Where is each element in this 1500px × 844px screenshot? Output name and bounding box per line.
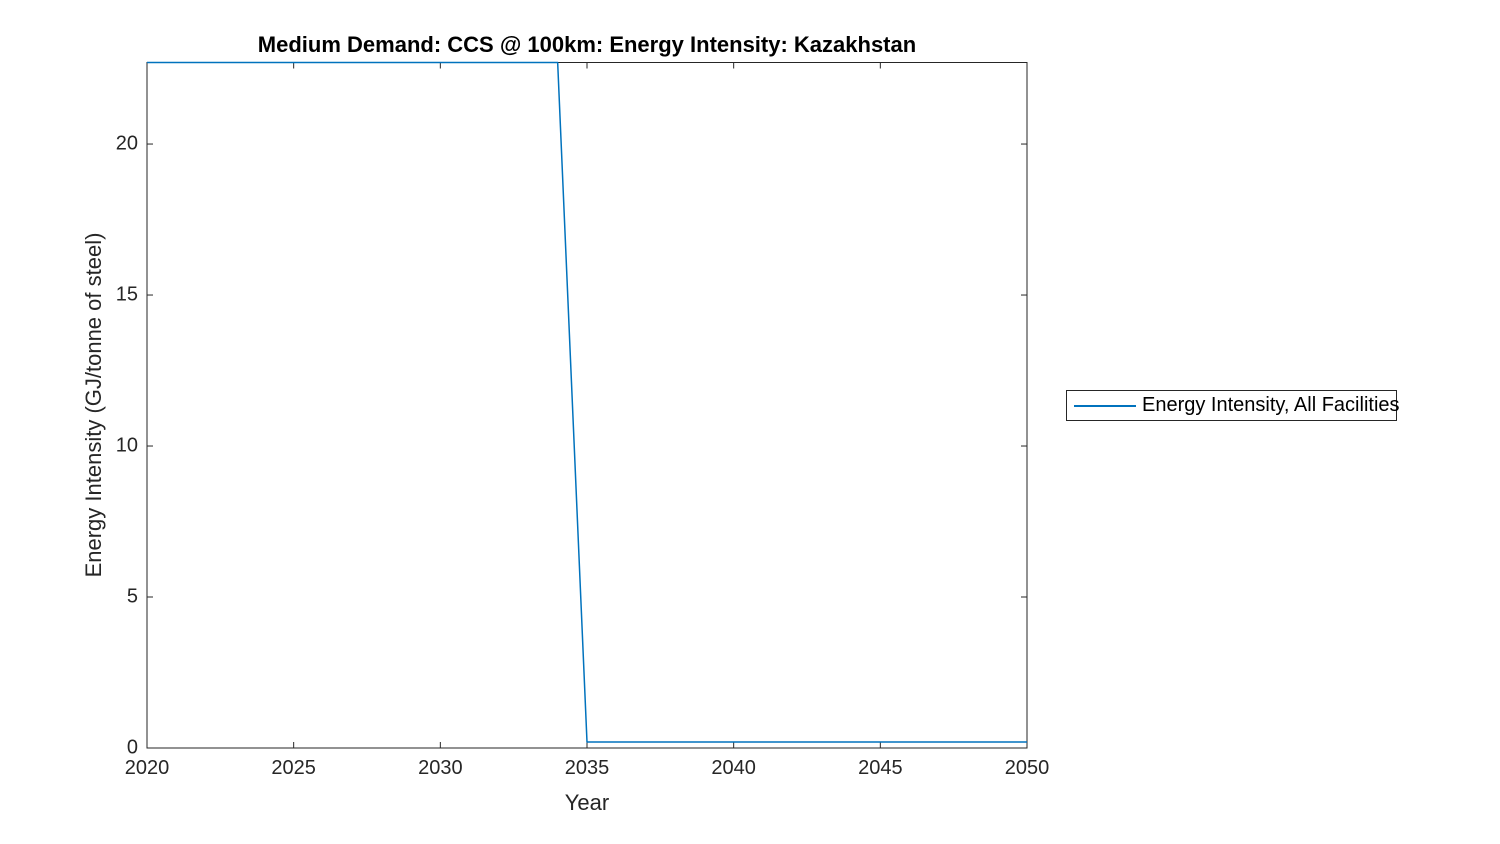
y-axis-label: Energy Intensity (GJ/tonne of steel)	[81, 232, 106, 578]
legend-line-sample	[1074, 404, 1136, 407]
legend: Energy Intensity, All Facilities	[1066, 390, 1400, 421]
y-tick-label: 5	[126, 585, 138, 608]
x-tick-label: 2035	[564, 757, 610, 779]
chart-title: Medium Demand: CCS @ 100km: Energy Inten…	[257, 32, 917, 57]
x-tick-label: 2030	[418, 757, 463, 779]
y-tick-label: 15	[115, 283, 138, 306]
x-tick-label: 2020	[124, 757, 170, 779]
plot-box	[146, 62, 1028, 749]
x-tick-label: 2050	[1004, 757, 1050, 779]
x-tick-label: 2045	[858, 757, 903, 779]
y-tick-label: 20	[115, 132, 138, 155]
y-tick-label: 0	[126, 736, 138, 759]
x-tick-label: 2040	[711, 757, 756, 779]
y-tick-label: 10	[115, 434, 138, 457]
x-axis-label: Year	[564, 790, 610, 815]
series-line	[147, 61, 1027, 743]
legend-entry-label: Energy Intensity, All Facilities	[1142, 394, 1400, 416]
x-tick-label: 2025	[271, 757, 316, 779]
